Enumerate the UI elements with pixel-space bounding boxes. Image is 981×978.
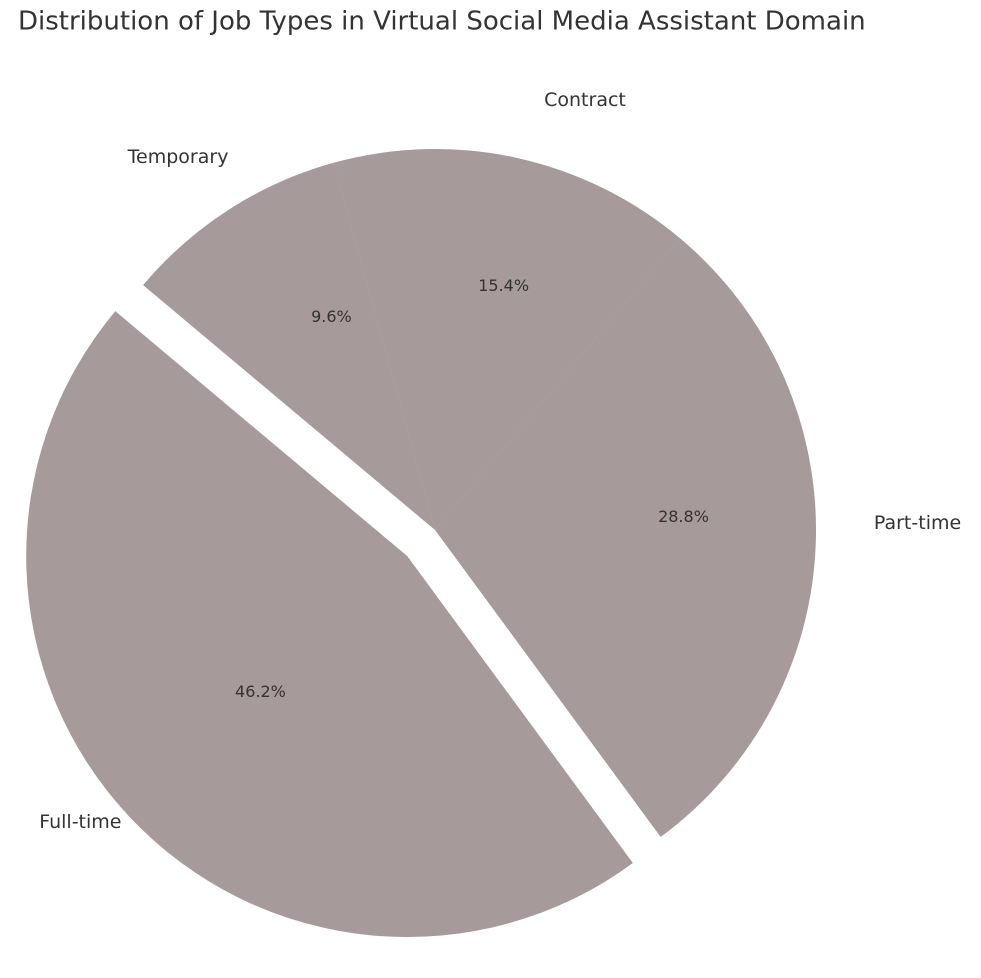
slice-label: Part-time bbox=[874, 512, 961, 534]
percent-label: 46.2% bbox=[235, 682, 286, 701]
wedge-shadow bbox=[333, 148, 680, 530]
chart-title: Distribution of Job Types in Virtual Soc… bbox=[18, 7, 866, 37]
slice-label: Full-time bbox=[39, 811, 121, 833]
percent-label: 15.4% bbox=[478, 276, 529, 295]
wedge-shadow bbox=[26, 311, 633, 938]
wedge-shadow bbox=[435, 238, 816, 837]
slice-label: Temporary bbox=[127, 146, 229, 168]
percent-label: 9.6% bbox=[311, 307, 352, 326]
percent-label: 28.8% bbox=[658, 507, 709, 526]
slice-label: Contract bbox=[544, 89, 626, 111]
wedge-shadow bbox=[143, 162, 435, 531]
